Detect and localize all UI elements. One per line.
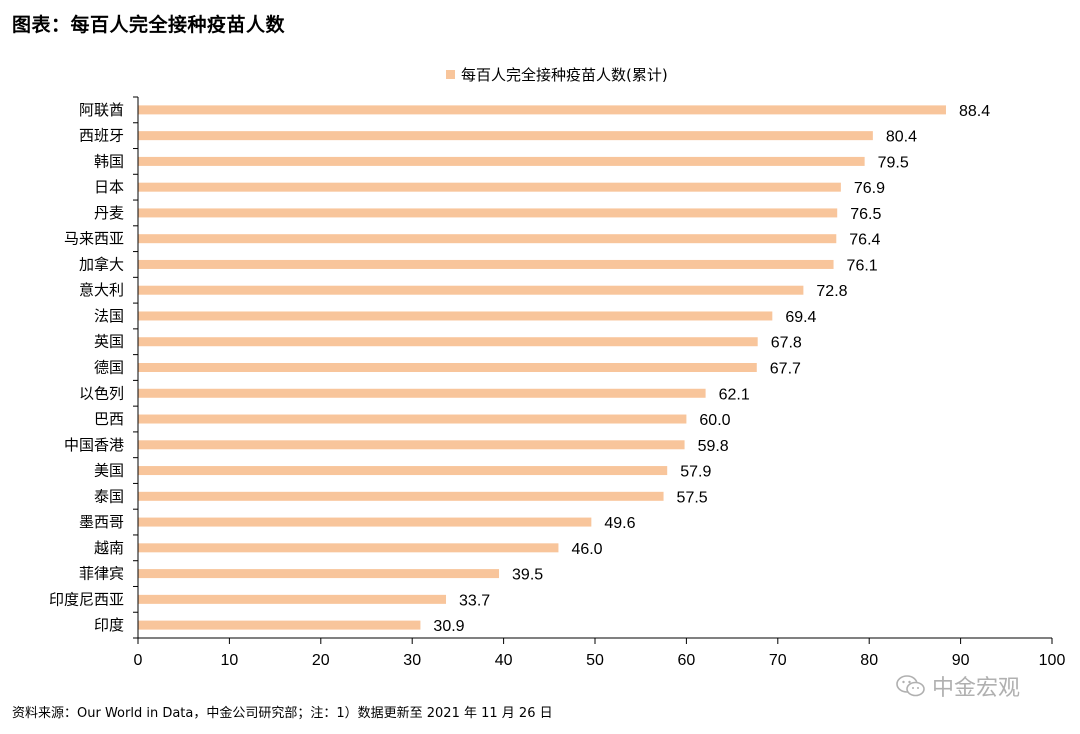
bar [138, 131, 873, 141]
bar [138, 337, 758, 347]
category-label: 日本 [94, 178, 124, 196]
category-label: 马来西亚 [64, 230, 124, 248]
bar [138, 105, 946, 115]
value-label: 46.0 [571, 541, 602, 558]
value-label: 67.8 [771, 335, 802, 352]
category-label: 巴西 [94, 410, 124, 428]
value-label: 62.1 [719, 386, 750, 403]
bar [138, 156, 865, 166]
bar [138, 517, 592, 527]
category-label: 英国 [94, 333, 124, 351]
bar [138, 259, 834, 269]
x-tick-label: 20 [312, 652, 330, 669]
value-label: 59.8 [698, 438, 729, 455]
value-label: 57.5 [677, 489, 708, 506]
bar [138, 311, 773, 321]
value-label: 76.5 [850, 206, 881, 223]
category-label: 印度 [94, 616, 124, 634]
category-label: 菲律宾 [79, 565, 124, 583]
value-label: 60.0 [699, 412, 730, 429]
category-label: 美国 [94, 462, 124, 480]
category-label: 西班牙 [79, 127, 124, 145]
bar [138, 208, 838, 218]
watermark-text: 中金宏观 [932, 676, 1021, 701]
legend-label: 每百人完全接种疫苗人数(累计) [461, 66, 668, 84]
category-label: 以色列 [79, 384, 124, 402]
x-tick-label: 70 [769, 652, 787, 669]
value-label: 76.1 [847, 257, 878, 274]
x-tick-label: 0 [134, 652, 143, 669]
value-label: 49.6 [604, 515, 635, 532]
bar [138, 491, 664, 501]
bar [138, 388, 706, 398]
watermark: 中金宏观 [896, 670, 1020, 702]
category-label: 阿联酋 [79, 101, 124, 119]
category-label: 丹麦 [94, 204, 124, 222]
x-tick-label: 80 [860, 652, 878, 669]
bars: 阿联酋 88.4 西班牙 80.4 韩国 79.5 日本 76.9 丹麦 76.5 马来西亚 76.4… [49, 101, 990, 635]
bar [138, 569, 500, 579]
category-label: 中国香港 [64, 436, 124, 454]
value-label: 79.5 [878, 154, 909, 171]
value-label: 57.9 [680, 464, 711, 481]
x-tick-label: 40 [495, 652, 513, 669]
legend-swatch [446, 70, 455, 79]
category-label: 意大利 [79, 281, 124, 299]
value-label: 76.4 [849, 232, 880, 249]
bar [138, 363, 757, 372]
category-label: 韩国 [94, 152, 124, 170]
category-label: 法国 [94, 307, 124, 325]
x-tick-label: 30 [403, 652, 421, 669]
value-label: 72.8 [816, 283, 847, 300]
x-tick-label: 60 [678, 652, 696, 669]
category-label: 泰国 [94, 487, 124, 505]
bar [138, 285, 804, 295]
x-tick-label: 90 [952, 652, 970, 669]
bar [138, 182, 841, 192]
bar [138, 620, 421, 630]
chart-title: 图表：每百人完全接种疫苗人数 [12, 14, 286, 36]
bar-chart: 每百人完全接种疫苗人数(累计) 阿联酋 88.4 西班牙 80.4 韩国 79.5 日本 76… [49, 66, 1066, 669]
category-label: 墨西哥 [79, 513, 124, 531]
bar [138, 466, 668, 476]
value-label: 30.9 [433, 618, 464, 635]
axes: 0 10 20 30 40 50 60 70 80 90 100 [133, 96, 1066, 669]
value-label: 80.4 [886, 129, 917, 146]
value-label: 33.7 [459, 592, 490, 609]
source-note: 资料来源：Our World in Data，中金公司研究部；注：1）数据更新至… [12, 706, 553, 721]
value-label: 39.5 [512, 567, 543, 584]
x-tick-label: 10 [221, 652, 239, 669]
value-label: 69.4 [785, 309, 816, 326]
category-label: 越南 [94, 539, 124, 557]
bar [138, 440, 685, 450]
x-tick-label: 100 [1039, 652, 1066, 669]
bar [138, 414, 687, 424]
legend: 每百人完全接种疫苗人数(累计) [446, 66, 668, 84]
bar [138, 594, 447, 604]
category-label: 德国 [94, 359, 124, 377]
category-label: 印度尼西亚 [49, 590, 124, 608]
value-label: 67.7 [770, 361, 801, 378]
bar [138, 234, 837, 244]
bar [138, 543, 559, 553]
wechat-icon [896, 675, 925, 697]
value-label: 88.4 [959, 103, 990, 120]
category-label: 加拿大 [79, 255, 124, 273]
x-tick-label: 50 [586, 652, 604, 669]
value-label: 76.9 [854, 180, 885, 197]
